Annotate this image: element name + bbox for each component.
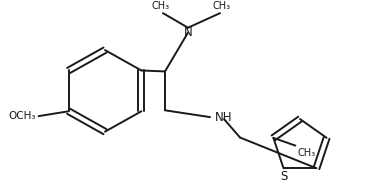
Text: CH₃: CH₃ — [213, 1, 231, 11]
Text: N: N — [184, 26, 192, 39]
Text: NH: NH — [215, 111, 233, 124]
Text: CH₃: CH₃ — [298, 148, 315, 158]
Text: S: S — [280, 170, 287, 183]
Text: OCH₃: OCH₃ — [8, 111, 36, 121]
Text: CH₃: CH₃ — [152, 1, 170, 11]
